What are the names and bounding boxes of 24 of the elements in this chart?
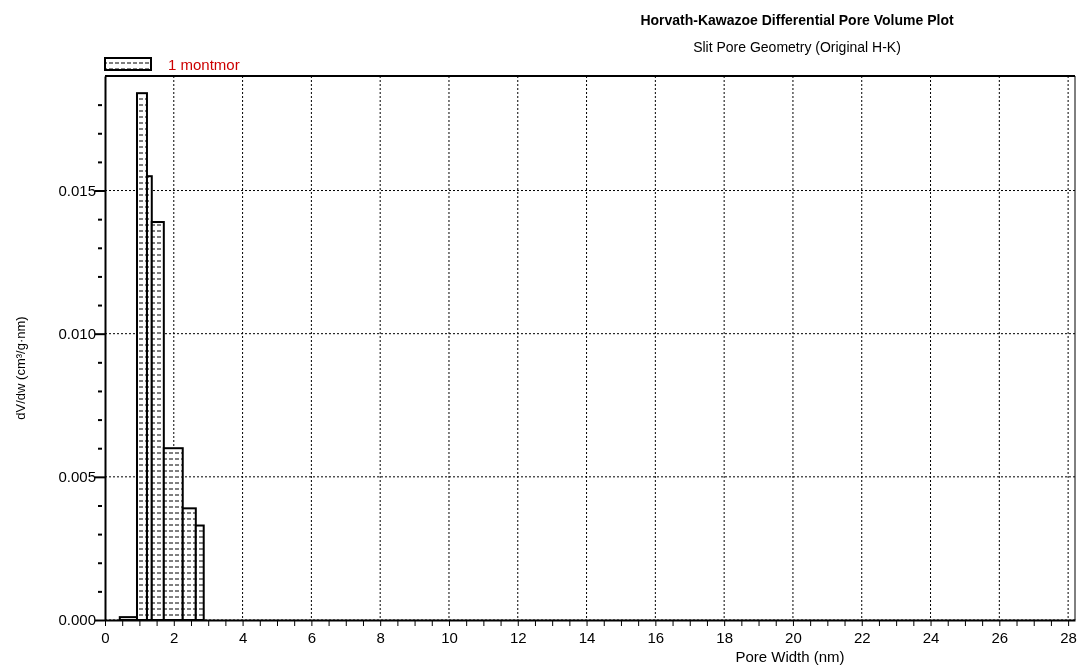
chart-subtitle: Slit Pore Geometry (Original H-K) bbox=[693, 39, 901, 55]
x-tick-label: 26 bbox=[991, 628, 1009, 646]
y-axis-title: dV/dw (cm³/g·nm) bbox=[13, 316, 28, 420]
y-tick-label: 0.015 bbox=[58, 181, 96, 199]
y-tick-label: 0.000 bbox=[58, 611, 96, 629]
x-tick-label: 12 bbox=[509, 628, 527, 646]
x-tick-label: 22 bbox=[853, 628, 871, 646]
x-tick-label: 20 bbox=[785, 628, 802, 646]
x-tick-label: 18 bbox=[716, 628, 733, 646]
x-tick-label: 2 bbox=[170, 628, 179, 646]
x-tick-label: 28 bbox=[1060, 628, 1077, 646]
x-axis-title: Pore Width (nm) bbox=[735, 648, 845, 665]
chart-title: Horvath-Kawazoe Differential Pore Volume Plot bbox=[640, 12, 954, 28]
y-tick-label: 0.010 bbox=[58, 324, 96, 342]
x-tick-label: 8 bbox=[376, 628, 385, 646]
x-tick-label: 6 bbox=[307, 628, 317, 646]
legend-label: 1 montmor bbox=[168, 56, 240, 73]
x-tick-label: 10 bbox=[441, 628, 458, 646]
x-tick-label: 0 bbox=[101, 628, 110, 646]
y-tick-label: 0.005 bbox=[58, 468, 96, 486]
x-tick-label: 24 bbox=[922, 628, 940, 646]
x-tick-label: 14 bbox=[578, 628, 596, 646]
x-tick-label: 16 bbox=[647, 628, 665, 646]
x-tick-label: 4 bbox=[238, 628, 248, 646]
